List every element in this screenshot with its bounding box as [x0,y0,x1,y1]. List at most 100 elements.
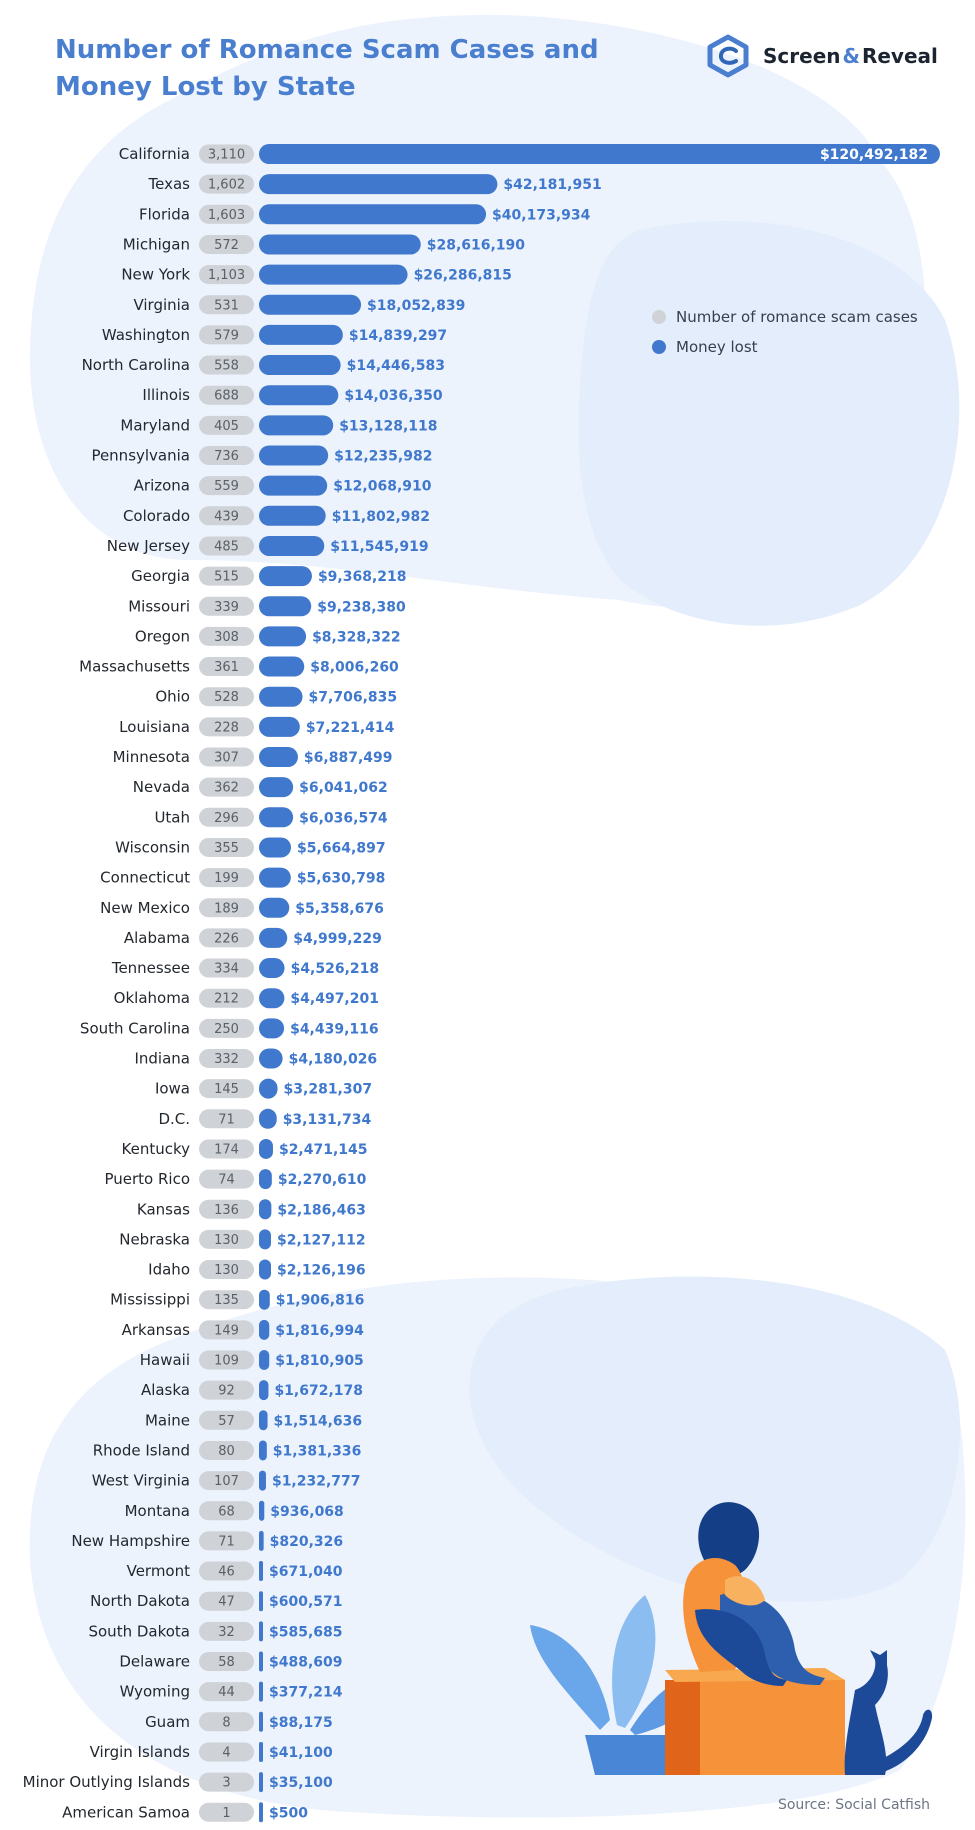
money-bar [259,445,329,466]
chart-row: Nebraska 130 $2,127,112 [119,1229,366,1250]
money-bar [259,656,305,677]
brand-name-screen: Screen [763,44,841,68]
cases-value-label: 130 [214,1233,239,1248]
cases-pill [199,566,254,586]
cases-pill [199,1410,254,1430]
money-bar [259,355,341,376]
chart-row: Wyoming 44 $377,214 [120,1681,343,1702]
money-value-label: $2,471,145 [279,1142,368,1158]
cases-value-label: 531 [214,298,239,313]
cases-value-label: 405 [214,419,239,434]
money-bar [259,294,362,315]
state-label: Alabama [124,929,190,947]
cases-value-label: 130 [214,1263,239,1278]
money-value-label: $2,270,610 [278,1172,367,1188]
money-bar [259,958,285,979]
sad-woman-illustration [530,1502,933,1775]
cases-value-label: 334 [214,962,239,977]
cases-value-label: 515 [214,570,239,585]
money-value-label: $7,706,835 [309,690,398,706]
money-value-label: $11,545,919 [330,539,428,555]
money-value-label: $936,068 [270,1504,344,1520]
chart-row: Michigan 572 $28,616,190 [123,234,525,255]
money-bar [259,505,326,526]
money-value-label: $8,328,322 [312,629,401,645]
money-bar [259,596,312,617]
chart-row: Delaware 58 $488,609 [119,1651,343,1672]
cases-value-label: 308 [214,630,239,645]
cases-pill [199,1109,254,1129]
money-value-label: $488,609 [269,1655,343,1671]
cases-pill [199,1199,254,1219]
cases-pill [199,1139,254,1159]
money-value-label: $41,100 [269,1745,333,1761]
chart-row: Ohio 528 $7,706,835 [155,686,398,707]
money-value-label: $3,281,307 [284,1082,373,1098]
state-label: Minnesota [113,748,190,766]
money-value-label: $12,068,910 [333,479,432,495]
cases-pill [199,1561,254,1581]
cases-value-label: 559 [214,479,239,494]
state-label: American Samoa [62,1803,190,1821]
money-bar [259,1410,268,1431]
cases-value-label: 44 [218,1685,235,1700]
money-bar [259,1380,269,1401]
money-value-label: $7,221,414 [306,720,395,736]
cases-pill [199,536,254,556]
chart-row: North Dakota 47 $600,571 [90,1591,343,1612]
cases-pill [199,1380,254,1400]
money-value-label: $5,358,676 [295,901,384,917]
money-bar [259,747,298,767]
money-bar [259,1138,273,1159]
money-value-label: $14,036,350 [344,388,443,404]
cases-pill [199,1531,254,1551]
cases-value-label: 361 [214,660,239,675]
cases-value-label: 47 [218,1595,235,1610]
legend-item-cases: Number of romance scam cases [652,302,918,332]
state-label: Pennsylvania [91,447,190,465]
cases-value-label: 250 [214,1022,239,1037]
money-value-label: $26,286,815 [414,268,512,284]
chart-row: Florida 1,603 $40,173,934 [139,204,591,225]
cases-pill [199,295,254,315]
chart-row: Illinois 688 $14,036,350 [142,385,443,406]
cases-value-label: 362 [214,781,239,796]
cases-pill [199,1290,254,1310]
chart-row: New York 1,103 $26,286,815 [121,264,512,285]
money-value-label: $585,685 [269,1624,343,1640]
state-label: Michigan [123,235,190,253]
chart-row: Montana 68 $936,068 [125,1500,344,1521]
cases-value-label: 58 [218,1655,235,1670]
money-bar [259,1561,263,1582]
state-label: New York [121,266,190,284]
money-value-label: $1,232,777 [272,1474,361,1490]
chart-row: New Mexico 189 $5,358,676 [100,897,384,918]
legend-money-label: Money lost [676,338,758,356]
money-value-label: $88,175 [269,1715,333,1731]
cases-value-label: 68 [218,1504,235,1519]
cases-value-label: 212 [214,992,239,1007]
state-label: Missouri [128,597,190,615]
state-label: North Dakota [90,1592,190,1610]
money-bar [259,807,294,828]
cases-value-label: 71 [218,1534,235,1549]
cases-pill [199,1501,254,1521]
money-value-label: $2,127,112 [277,1232,366,1248]
money-bar [259,837,292,858]
money-value-label: $6,887,499 [304,750,393,766]
cases-pill [199,265,254,285]
cases-pill [199,446,254,465]
brand-name-reveal: Reveal [861,44,938,68]
money-bar [259,535,325,556]
state-label: Florida [139,205,190,223]
money-bar [259,415,334,436]
money-bar [259,686,303,707]
source-note: Source: Social Catfish [777,1797,930,1813]
cases-value-label: 107 [214,1474,239,1489]
state-label: West Virginia [92,1472,190,1490]
screen-and-reveal-logo-icon [707,34,749,78]
state-label: New Jersey [107,537,190,555]
cases-value-label: 8 [222,1715,230,1730]
money-value-label: $671,040 [269,1564,343,1580]
cases-value-label: 57 [218,1414,235,1429]
